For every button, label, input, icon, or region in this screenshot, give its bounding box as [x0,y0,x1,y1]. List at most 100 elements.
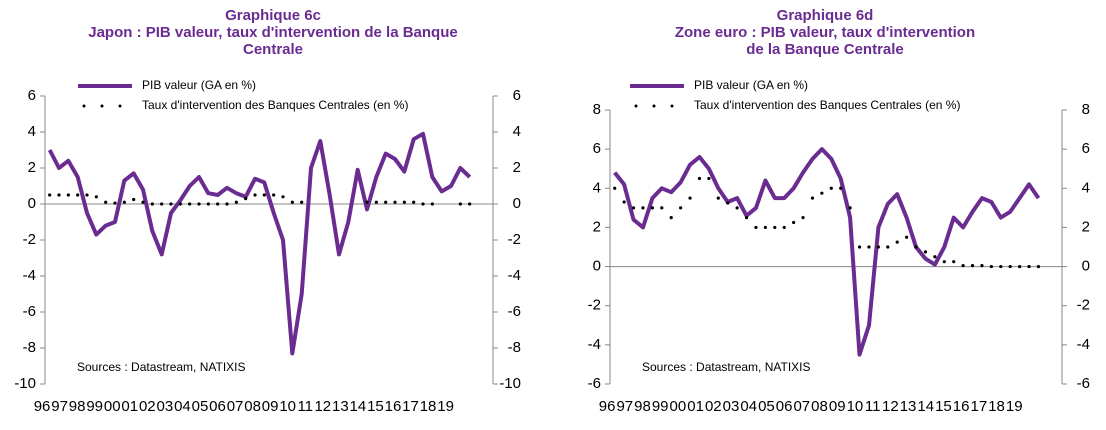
x-tick-label: 06 [776,398,793,415]
legend-swatch [670,104,674,108]
x-tick-label: 17 [402,398,419,415]
series-dot [961,263,965,268]
series-dot [660,206,664,210]
series-dot [716,196,720,200]
series-dot [613,186,617,190]
series-dot [290,200,294,204]
y-tick-label: 6 [593,140,601,157]
chart-title: Graphique 6c [225,7,321,24]
x-tick-label: 96 [599,398,616,415]
series-dot [999,264,1003,269]
series-dot [773,225,777,230]
x-tick-label: 16 [953,398,970,415]
series-dot [104,200,108,204]
series-dot [122,200,126,204]
series-dot [923,250,928,254]
series-dot [300,200,304,204]
x-tick-label: 07 [793,398,810,415]
legend-label: Taux d'intervention des Banques Centrale… [142,98,408,112]
series-dot [905,235,909,239]
series-dot [669,216,673,220]
x-tick-label: 15 [367,398,384,415]
series-dot [430,202,434,206]
x-tick-label: 00 [670,398,687,415]
x-tick-label: 17 [971,398,988,415]
legend-label: Taux d'intervention des Banques Centrale… [694,98,960,112]
series-dot [942,260,946,264]
series-dot [365,200,369,204]
y-tick-label: -2 [588,297,601,314]
y-tick-label: 0 [593,258,601,275]
series-dot [244,197,248,201]
series-dot [412,200,416,204]
series-dot [113,201,117,205]
series-dot [726,201,730,205]
series-dot [374,200,378,204]
series-dot [150,202,154,206]
x-tick-label: 12 [314,398,331,415]
x-tick-label: 97 [51,398,68,415]
x-tick-label: 15 [935,398,952,415]
series-dot [458,202,462,206]
x-tick-label: 07 [227,398,244,415]
series-dot [1027,264,1031,269]
chart-title: Centrale [243,41,303,58]
series-dot [763,225,767,230]
x-tick-label: 05 [758,398,775,415]
x-tick-label: 08 [244,398,261,415]
series-dot [234,200,238,204]
series-dot [393,200,397,204]
y-tick-label: 4 [28,123,36,140]
chart-title: de la Banque Centrale [746,41,904,58]
chart-title: Japon : PIB valeur, taux d'intervention … [88,24,457,41]
series-dot [970,263,975,268]
y2-tick-label: -4 [1077,336,1090,353]
legend-swatch [100,104,104,108]
series-dot [735,206,739,210]
x-tick-label: 14 [350,398,367,415]
y2-tick-label: 6 [1082,140,1090,157]
x-tick-label: 08 [811,398,828,415]
x-tick-label: 03 [157,398,174,415]
x-tick-label: 98 [69,398,86,415]
x-tick-label: 12 [882,398,899,415]
y2-tick-label: 6 [513,87,521,104]
x-tick-label: 18 [988,398,1005,415]
x-tick-label: 16 [385,398,402,415]
series-dot [801,216,805,220]
series-dot [225,202,229,206]
y-tick-label: -8 [23,339,36,356]
series-dot [169,202,173,206]
series-dot [792,220,796,225]
series-dot [468,202,472,206]
x-tick-label: 01 [687,398,704,415]
x-tick-label: 11 [865,398,881,415]
series-dot [281,195,285,199]
x-tick-label: 14 [917,398,934,415]
y-tick-label: 8 [593,101,601,118]
x-tick-label: 02 [139,398,156,415]
series-dot [876,245,880,249]
series-dot [707,176,711,181]
y-tick-label: 2 [593,218,601,235]
series-dot [688,196,692,200]
y2-tick-label: 2 [513,159,521,176]
x-tick-label: 10 [847,398,864,415]
series-dot [980,263,984,268]
series-dot [94,195,98,199]
series-dot [141,200,145,204]
series-dot [1018,264,1022,269]
series-dot [867,245,871,249]
y2-tick-label: -8 [508,339,521,356]
y-tick-label: -10 [14,375,36,392]
x-tick-label: 99 [652,398,669,415]
series-dot [216,202,220,206]
series-dot [989,264,993,269]
y-tick-label: -6 [588,375,601,392]
series-dot [914,245,918,249]
series-dot [57,193,61,197]
series-dot [402,200,406,204]
series-dot [1008,264,1012,269]
series-dot [66,193,70,197]
